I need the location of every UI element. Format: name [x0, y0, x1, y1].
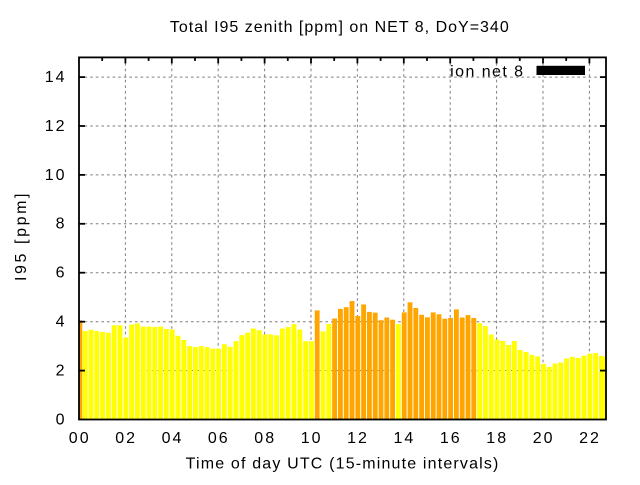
svg-text:12: 12	[347, 430, 369, 447]
svg-text:10: 10	[301, 430, 323, 447]
svg-text:8: 8	[56, 216, 67, 233]
svg-text:06: 06	[208, 430, 230, 447]
svg-text:0: 0	[56, 411, 67, 428]
svg-text:22: 22	[579, 430, 601, 447]
svg-text:16: 16	[440, 430, 462, 447]
svg-text:6: 6	[56, 265, 67, 282]
svg-text:I95 [ppm]: I95 [ppm]	[13, 191, 30, 281]
svg-text:10: 10	[45, 167, 67, 184]
svg-text:4: 4	[56, 314, 67, 331]
svg-text:2: 2	[56, 363, 67, 380]
svg-text:08: 08	[254, 430, 276, 447]
svg-text:12: 12	[45, 118, 67, 135]
svg-text:00: 00	[69, 430, 91, 447]
svg-text:Time of day UTC (15-minute int: Time of day UTC (15-minute intervals)	[186, 456, 500, 473]
svg-text:20: 20	[533, 430, 555, 447]
svg-text:Total I95 zenith [ppm] on NET: Total I95 zenith [ppm] on NET 8, DoY=340	[170, 19, 510, 36]
svg-text:02: 02	[115, 430, 137, 447]
svg-text:ion net 8: ion net 8	[450, 64, 524, 81]
svg-text:14: 14	[394, 430, 416, 447]
svg-text:18: 18	[486, 430, 508, 447]
svg-text:14: 14	[45, 69, 67, 86]
svg-text:04: 04	[162, 430, 184, 447]
